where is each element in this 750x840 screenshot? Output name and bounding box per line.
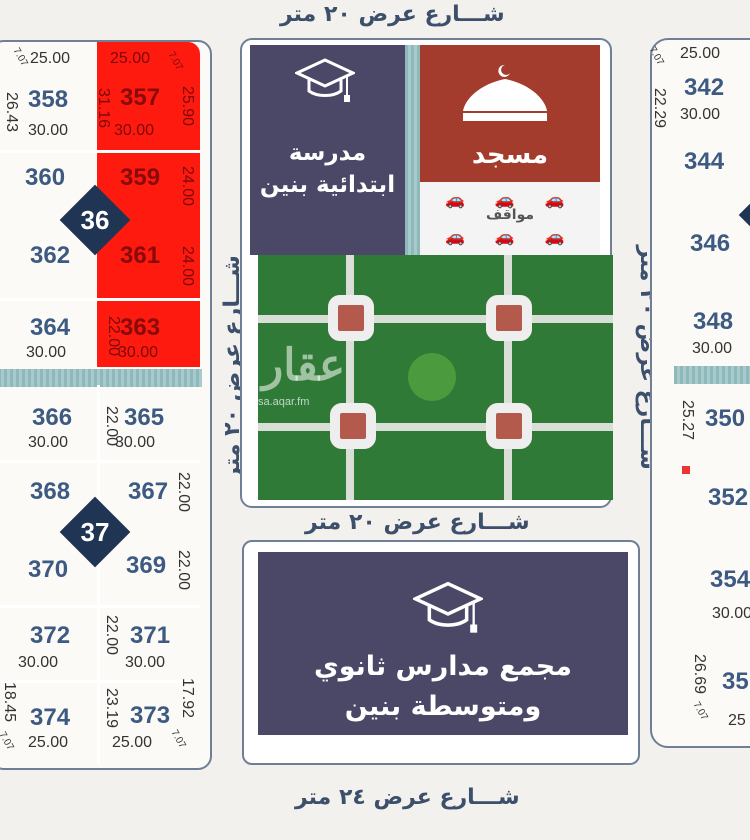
plot-dimension: 26.69 bbox=[691, 654, 708, 695]
marker bbox=[682, 466, 690, 474]
flower-bed-icon bbox=[330, 403, 376, 449]
plot-dimension: 30.00 bbox=[125, 654, 166, 671]
flower-bed-icon bbox=[328, 295, 374, 341]
plot-dimension: 26.43 bbox=[3, 92, 20, 133]
plot-dimension: 30.00 bbox=[680, 106, 721, 123]
plot-dimension: 24.00 bbox=[179, 166, 196, 207]
plot-number-366[interactable]: 366 bbox=[32, 404, 73, 431]
plot-dimension: 30.00 bbox=[692, 340, 733, 357]
plot-number-354[interactable]: 354 bbox=[710, 566, 750, 593]
plot-dimension: 22.00 bbox=[175, 472, 192, 513]
plot-number-348[interactable]: 348 bbox=[693, 308, 734, 335]
plot-number-367[interactable]: 367 bbox=[128, 478, 169, 505]
plot-number-35[interactable]: 35 bbox=[722, 668, 749, 695]
car-icons: 🚗🚗🚗 bbox=[445, 192, 595, 209]
mosque-label: مسجد bbox=[471, 140, 549, 170]
plot-divider bbox=[0, 605, 200, 608]
plot-number-358[interactable]: 358 bbox=[28, 86, 69, 113]
plot-divider bbox=[0, 150, 200, 153]
plot-number-370[interactable]: 370 bbox=[28, 556, 69, 583]
plot-dimension: 30.00 bbox=[115, 434, 156, 451]
plot-dimension: 22.00 bbox=[103, 615, 120, 656]
plot-dimension: 25.00 bbox=[110, 50, 151, 67]
plot-dimension: 17.92 bbox=[179, 678, 196, 719]
plot-number-372[interactable]: 372 bbox=[30, 622, 71, 649]
plot-dimension: 25.00 bbox=[30, 50, 71, 67]
plot-divider bbox=[97, 385, 100, 765]
graduation-cap-icon bbox=[293, 55, 357, 105]
plot-dimension: 25.27 bbox=[679, 400, 696, 441]
street-label-middle: شـــارع عرض ٢٠ متر bbox=[305, 510, 530, 535]
plot-dimension: 25.00 bbox=[680, 45, 721, 62]
walkway-strip bbox=[0, 369, 202, 387]
walkway-strip bbox=[674, 366, 750, 384]
plot-dimension: 30.00 bbox=[118, 344, 159, 361]
plot-dimension: 23.19 bbox=[103, 688, 120, 729]
plot-dimension: 22.29 bbox=[651, 88, 668, 129]
plot-number-350[interactable]: 350 bbox=[705, 405, 746, 432]
right-plot-block bbox=[650, 38, 750, 748]
plot-divider bbox=[0, 298, 200, 301]
walkway-strip bbox=[405, 45, 420, 255]
street-label-top: شـــارع عرض ٢٠ متر bbox=[280, 2, 505, 27]
plot-dimension: 25 bbox=[728, 712, 746, 729]
block-badge-partial bbox=[738, 186, 750, 244]
flower-bed-icon bbox=[486, 403, 532, 449]
tree-icon bbox=[408, 353, 456, 401]
plot-number-361[interactable]: 361 bbox=[120, 242, 161, 269]
plot-number-344[interactable]: 344 bbox=[684, 148, 725, 175]
plot-number-371[interactable]: 371 bbox=[130, 622, 171, 649]
plot-dimension: 18.45 bbox=[1, 682, 18, 723]
watermark-url: sa.aqar.fm bbox=[258, 396, 310, 408]
flower-bed-icon bbox=[486, 295, 532, 341]
plot-dimension: 30.00 bbox=[28, 434, 69, 451]
plot-number-342[interactable]: 342 bbox=[684, 74, 725, 101]
block-label: 36 bbox=[80, 205, 110, 235]
street-label-bottom: شـــارع عرض ٢٤ متر bbox=[295, 785, 520, 810]
parking-label: مواقف bbox=[485, 207, 535, 223]
park[interactable] bbox=[258, 255, 613, 500]
plot-number-359[interactable]: 359 bbox=[120, 164, 161, 191]
plot-dimension: 30.00 bbox=[114, 122, 155, 139]
plot-dimension: 30.00 bbox=[712, 605, 750, 622]
plot-divider bbox=[0, 680, 200, 683]
mosque-dome-icon bbox=[460, 63, 550, 123]
plot-number-352[interactable]: 352 bbox=[708, 484, 749, 511]
plot-number-362[interactable]: 362 bbox=[30, 242, 71, 269]
block-label: 37 bbox=[80, 517, 110, 547]
parking[interactable]: مواقف 🚗🚗🚗 🚗🚗🚗 bbox=[420, 182, 600, 255]
plot-dimension: 30.00 bbox=[26, 344, 67, 361]
plot-number-363[interactable]: 363 bbox=[120, 314, 161, 341]
plot-number-374[interactable]: 374 bbox=[30, 704, 71, 731]
school-complex[interactable]: مجمع مدارس ثانوي ومتوسطة بنين bbox=[258, 552, 628, 735]
plot-dimension: 25.00 bbox=[112, 734, 153, 751]
graduation-cap-icon bbox=[411, 577, 485, 637]
primary-school-label: مدرسة ابتدائية بنين bbox=[259, 140, 396, 198]
plot-number-368[interactable]: 368 bbox=[30, 478, 71, 505]
mosque[interactable]: مسجد bbox=[420, 45, 600, 182]
plot-dimension: 25.00 bbox=[28, 734, 69, 751]
plot-divider bbox=[0, 460, 200, 463]
plot-number-373[interactable]: 373 bbox=[130, 702, 171, 729]
car-icons: 🚗🚗🚗 bbox=[445, 229, 595, 246]
plot-dimension: 24.00 bbox=[179, 246, 196, 287]
plot-number-360[interactable]: 360 bbox=[25, 164, 66, 191]
plot-number-369[interactable]: 369 bbox=[126, 552, 167, 579]
plot-dimension: 31.16 bbox=[95, 88, 112, 129]
watermark-logo: عقار bbox=[262, 341, 346, 390]
plot-number-365[interactable]: 365 bbox=[124, 404, 165, 431]
plot-number-357[interactable]: 357 bbox=[120, 84, 161, 111]
plot-number-364[interactable]: 364 bbox=[30, 314, 71, 341]
plot-dimension: 25.90 bbox=[179, 86, 196, 127]
school-complex-label: مجمع مدارس ثانوي ومتوسطة بنين bbox=[314, 651, 572, 722]
plot-number-346[interactable]: 346 bbox=[690, 230, 731, 257]
plot-dimension: 30.00 bbox=[28, 122, 69, 139]
primary-school[interactable]: مدرسة ابتدائية بنين bbox=[250, 45, 405, 255]
plot-dimension: 30.00 bbox=[18, 654, 59, 671]
plot-dimension: 22.00 bbox=[175, 550, 192, 591]
